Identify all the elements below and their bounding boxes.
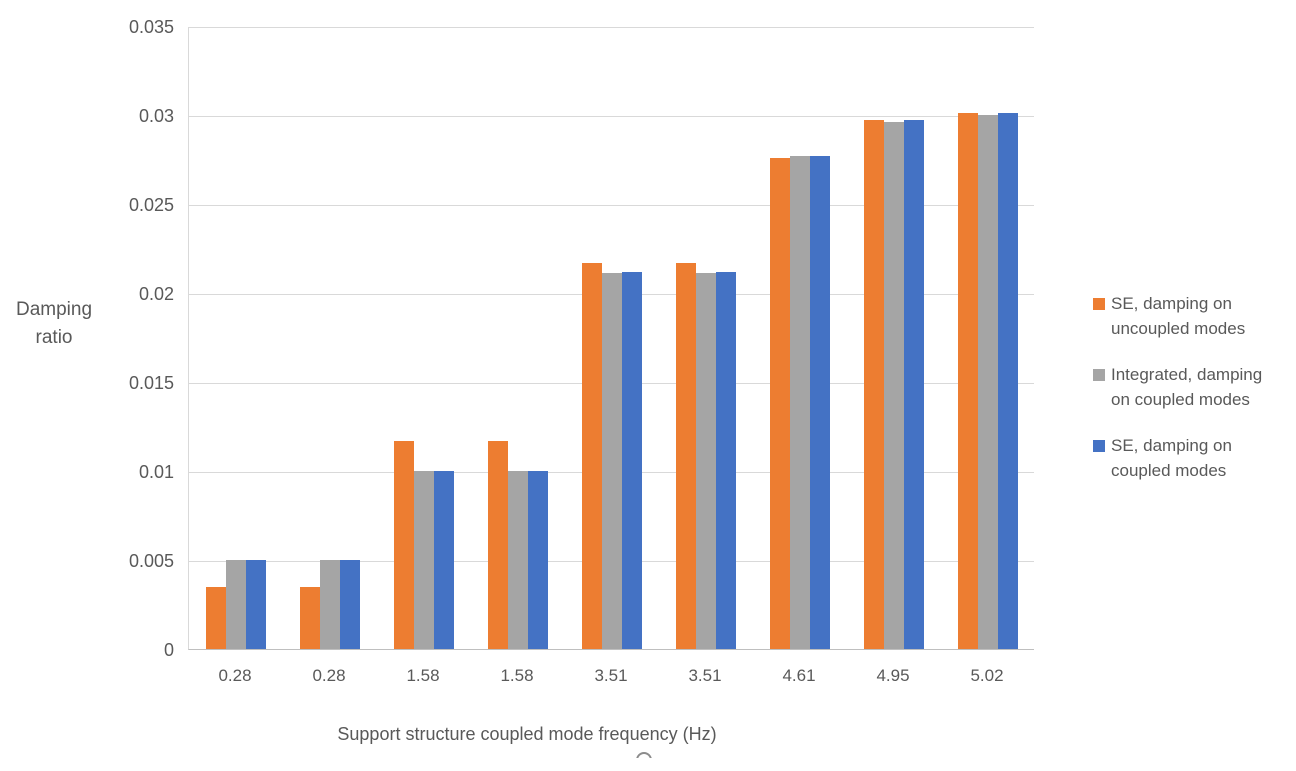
plot-area xyxy=(188,26,1034,650)
bar-series2-cat1 xyxy=(226,560,246,649)
bar-series2-cat3 xyxy=(414,471,434,649)
legend-swatch-orange xyxy=(1093,298,1105,310)
cropped-glyph-arc xyxy=(636,752,652,758)
bar-series1-cat9 xyxy=(958,113,978,649)
legend-label: Integrated, damping on coupled modes xyxy=(1111,365,1263,409)
legend: SE, damping on uncoupled modes Integrate… xyxy=(1093,291,1293,504)
bar-series2-cat9 xyxy=(978,115,998,649)
bar-series2-cat4 xyxy=(508,471,528,649)
x-tick-label: 0.28 xyxy=(218,666,252,685)
bar-series1-cat3 xyxy=(394,441,414,649)
bar-series3-cat3 xyxy=(434,471,454,649)
bar-series3-cat7 xyxy=(810,156,830,649)
gridline xyxy=(189,204,1034,206)
x-tick-label: 4.61 xyxy=(782,666,816,685)
y-tick-label: 0.01 xyxy=(138,462,174,482)
x-axis-title: Support structure coupled mode frequency… xyxy=(337,724,717,744)
legend-label: SE, damping on uncoupled modes xyxy=(1111,294,1246,338)
bar-series2-cat7 xyxy=(790,156,810,649)
bar-series3-cat2 xyxy=(340,560,360,649)
y-tick-label: 0 xyxy=(163,640,174,660)
bar-series2-cat5 xyxy=(602,273,622,649)
y-axis-title-line2: ratio xyxy=(35,327,73,348)
legend-item-integrated-coupled: Integrated, damping on coupled modes xyxy=(1093,362,1293,412)
gridline xyxy=(189,115,1034,117)
x-tick-label: 3.51 xyxy=(688,666,722,685)
bar-series3-cat4 xyxy=(528,471,548,649)
y-axis-title: Damping ratio xyxy=(8,296,100,352)
bar-series3-cat9 xyxy=(998,113,1018,649)
bar-series1-cat8 xyxy=(864,120,884,649)
y-tick-label: 0.015 xyxy=(128,373,174,393)
legend-label: SE, damping on coupled modes xyxy=(1111,436,1232,480)
bar-series1-cat4 xyxy=(488,441,508,649)
gridline xyxy=(189,26,1034,28)
legend-item-se-uncoupled: SE, damping on uncoupled modes xyxy=(1093,291,1293,341)
bar-series2-cat2 xyxy=(320,560,340,649)
x-tick-label: 1.58 xyxy=(500,666,534,685)
bar-series3-cat1 xyxy=(246,560,266,649)
legend-item-se-coupled: SE, damping on coupled modes xyxy=(1093,433,1293,483)
y-tick-label: 0.035 xyxy=(128,17,174,37)
cropped-text-fragment xyxy=(636,752,656,758)
y-axis-title-line1: Damping xyxy=(15,299,93,320)
y-tick-label: 0.02 xyxy=(138,284,174,304)
bar-series3-cat8 xyxy=(904,120,924,649)
bar-series2-cat6 xyxy=(696,273,716,649)
bar-series3-cat5 xyxy=(622,272,642,649)
x-tick-label: 5.02 xyxy=(970,666,1004,685)
bar-series3-cat6 xyxy=(716,272,736,649)
legend-swatch-blue xyxy=(1093,440,1105,452)
bar-series2-cat8 xyxy=(884,122,904,649)
y-tick-label: 0.025 xyxy=(128,195,174,215)
bar-series1-cat5 xyxy=(582,263,602,649)
y-tick-label: 0.005 xyxy=(128,551,174,571)
bar-series1-cat2 xyxy=(300,587,320,649)
bar-series1-cat7 xyxy=(770,158,790,649)
x-tick-label: 4.95 xyxy=(876,666,910,685)
x-tick-label: 0.28 xyxy=(312,666,346,685)
bar-series1-cat1 xyxy=(206,587,226,649)
x-tick-label: 3.51 xyxy=(594,666,628,685)
y-tick-label: 0.03 xyxy=(138,106,174,126)
bar-series1-cat6 xyxy=(676,263,696,649)
legend-swatch-gray xyxy=(1093,369,1105,381)
x-tick-label: 1.58 xyxy=(406,666,440,685)
